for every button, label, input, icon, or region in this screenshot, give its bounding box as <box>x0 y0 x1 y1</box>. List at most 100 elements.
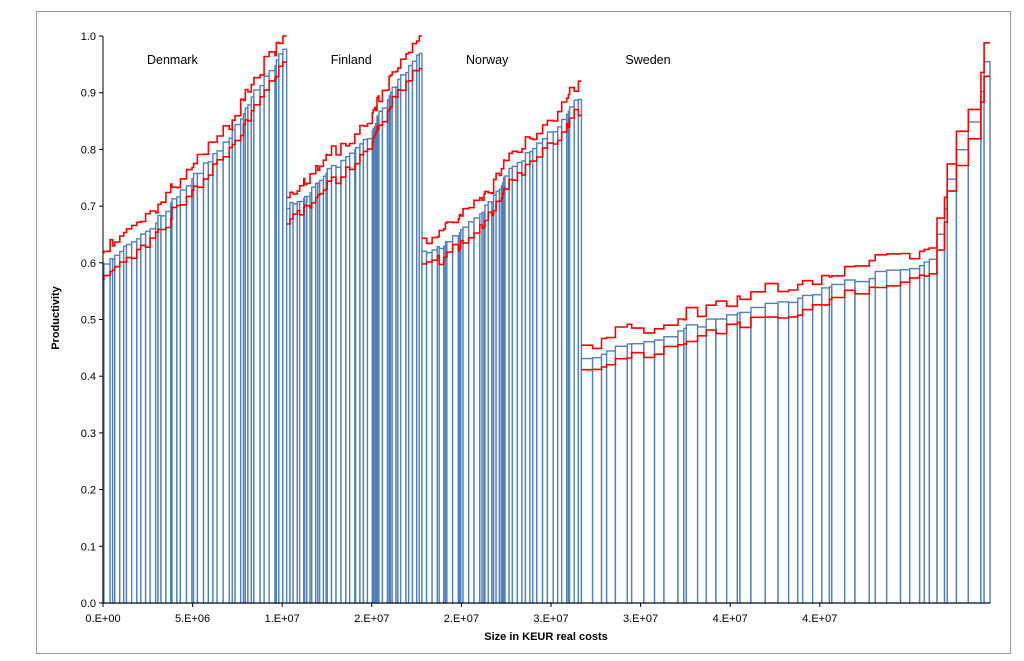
bar <box>234 123 242 604</box>
upper-bound-line <box>581 41 990 350</box>
bar <box>715 318 728 604</box>
lower-bound-line <box>581 75 990 371</box>
region-label-finland: Finland <box>331 53 372 67</box>
bar <box>831 283 846 604</box>
bar <box>821 287 831 604</box>
bar <box>787 301 799 604</box>
bar <box>591 357 603 604</box>
bar <box>560 118 568 604</box>
bar <box>541 138 549 604</box>
bar <box>811 294 823 604</box>
upper-bound-line <box>286 35 422 199</box>
region-label-denmark: Denmark <box>147 53 198 67</box>
y-tick-label: 0.6 <box>81 258 96 270</box>
x-tick-label: 5.E+06 <box>175 613 210 625</box>
bar <box>923 261 931 604</box>
bar <box>739 311 752 604</box>
y-tick-label: 0.5 <box>81 315 96 327</box>
bars-layer <box>102 48 991 604</box>
x-tick-label: 3.E+07 <box>623 613 658 625</box>
x-tick-label: 2.E+07 <box>444 613 479 625</box>
bar <box>165 210 172 604</box>
bar <box>955 149 969 604</box>
upper-bound-line <box>103 35 287 254</box>
bar <box>663 336 679 604</box>
bar <box>130 241 138 604</box>
bar <box>946 178 958 604</box>
bar <box>536 142 544 604</box>
bar <box>726 314 739 604</box>
bar <box>140 233 147 604</box>
bar <box>777 301 790 604</box>
bar <box>253 89 261 604</box>
region-label-sweden: Sweden <box>625 53 670 67</box>
bar <box>451 235 460 604</box>
x-axis-title: Size in KEUR real costs <box>484 631 608 643</box>
y-tick-label: 0.4 <box>81 371 96 383</box>
bar <box>854 280 871 604</box>
bar <box>381 107 389 604</box>
x-tick-label: 4.E+07 <box>713 613 748 625</box>
bar <box>348 152 356 604</box>
bar <box>425 252 433 604</box>
bar <box>696 326 707 604</box>
bar <box>967 121 982 604</box>
bar <box>160 215 167 604</box>
bar <box>801 294 814 604</box>
lower-bound-line <box>103 61 287 281</box>
bar <box>844 279 856 604</box>
y-axis-title: Productivity <box>50 285 62 349</box>
bounds-layer <box>103 35 990 371</box>
y-tick-label: 1.0 <box>81 31 96 43</box>
bar <box>185 185 193 604</box>
y-tick-label: 0.7 <box>81 201 96 213</box>
bar <box>263 75 270 604</box>
labels-layer: Denmark Finland Norway Sweden <box>147 53 671 67</box>
y-tick-label: 0.3 <box>81 428 96 440</box>
bar <box>899 269 911 604</box>
bar <box>179 189 188 604</box>
bar <box>885 269 902 604</box>
bar <box>750 306 767 604</box>
bar <box>653 339 665 604</box>
bar <box>874 270 888 604</box>
bar <box>580 357 594 604</box>
bar <box>643 341 656 604</box>
bar <box>928 258 938 604</box>
bar <box>936 233 946 604</box>
bar <box>366 137 373 604</box>
bar <box>335 166 342 604</box>
axes-layer: 0.0 0.1 0.2 0.3 0.4 0.5 0.6 0.7 0.8 0.9 1.0 0.E+00 5… <box>81 31 990 625</box>
bar <box>511 165 519 604</box>
bar <box>149 228 157 604</box>
x-tick-label: 2.E+07 <box>354 613 389 625</box>
bar <box>196 172 205 604</box>
bar <box>340 159 347 604</box>
bar <box>764 302 779 604</box>
bar <box>473 217 481 604</box>
lower-bound-line <box>286 67 422 225</box>
bar <box>446 241 454 604</box>
bar <box>600 353 608 604</box>
x-tick-label: 4.E+07 <box>802 613 837 625</box>
bar <box>216 150 224 604</box>
bar <box>114 254 121 604</box>
y-tick-label: 0.0 <box>81 598 96 610</box>
bar <box>868 277 876 604</box>
bar <box>125 243 133 604</box>
bar <box>705 318 717 604</box>
lower-bound-line <box>422 108 582 266</box>
bar <box>399 74 407 604</box>
x-tick-label: 0.E+00 <box>85 613 120 625</box>
bar <box>431 249 439 604</box>
bar <box>677 330 685 604</box>
bar <box>467 221 475 604</box>
bar <box>797 297 804 604</box>
y-tick-label: 0.8 <box>81 144 96 156</box>
bar <box>202 162 210 604</box>
y-tick-label: 0.2 <box>81 485 96 497</box>
x-tick-label: 1.E+07 <box>265 613 300 625</box>
upper-bound-line <box>422 80 582 245</box>
bar <box>462 226 470 604</box>
